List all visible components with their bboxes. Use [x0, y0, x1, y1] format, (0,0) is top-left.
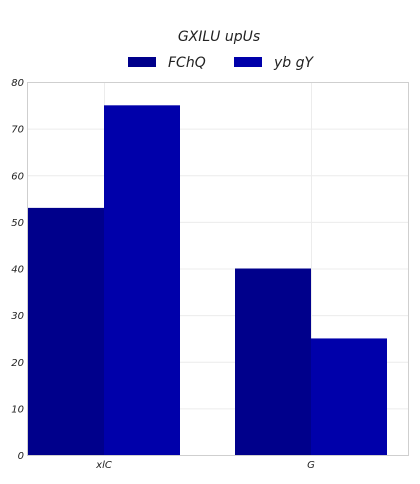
y-tick-label: 0 [18, 451, 24, 462]
legend-swatch-yb-gy [234, 57, 262, 67]
legend-label-yb-gy: yb gY [273, 55, 315, 71]
y-tick-label: 70 [11, 125, 24, 136]
y-tick-label: 40 [11, 265, 24, 276]
x-tick-label: G [307, 460, 315, 471]
y-tick-label: 60 [11, 171, 24, 182]
bars [28, 105, 387, 455]
y-tick-label: 50 [11, 218, 24, 229]
y-tick-label: 80 [11, 78, 24, 89]
y-tick-label: 30 [11, 311, 24, 322]
bar-fchq-xlc [28, 207, 104, 455]
legend-swatch-fchq [128, 57, 156, 67]
bar-fchq-g [235, 268, 311, 455]
chart-title: GXILU upUs [178, 29, 260, 45]
legend-label-fchq: FChQ [168, 55, 206, 71]
plot-area-frame [27, 82, 409, 456]
tick-labels: 0 10 20 30 40 50 60 70 80 xlC G [11, 78, 315, 471]
bar-yb-gy-xlc [104, 105, 180, 455]
bar-yb-gy-g [311, 338, 387, 455]
legend: FChQ yb gY [128, 55, 315, 71]
y-tick-label: 10 [11, 404, 24, 415]
x-tick-label: xlC [95, 460, 112, 471]
y-tick-label: 20 [11, 358, 24, 369]
